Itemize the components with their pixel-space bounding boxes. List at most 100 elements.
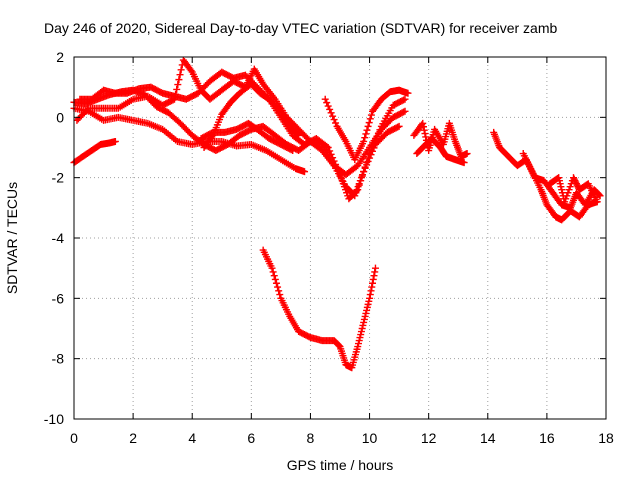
- data-point: [315, 137, 317, 140]
- data-point: [416, 152, 418, 155]
- data-point: [466, 152, 468, 155]
- data-point: [235, 145, 238, 147]
- data-point: [324, 98, 326, 100]
- data-point: [156, 106, 158, 108]
- data-point: [380, 125, 382, 127]
- data-point: [114, 140, 116, 143]
- data-point: [250, 83, 252, 85]
- data-point: [422, 122, 424, 124]
- data-point: [363, 321, 365, 324]
- data-point: [572, 177, 575, 179]
- data-point: [162, 92, 164, 94]
- data-point: [91, 149, 93, 152]
- data-point: [546, 204, 548, 206]
- data-point: [327, 146, 329, 149]
- data-point: [292, 134, 294, 137]
- data-point: [345, 174, 347, 176]
- data-point: [298, 149, 300, 152]
- data-point: [289, 315, 291, 318]
- data-point: [209, 80, 211, 82]
- data-point: [262, 125, 264, 127]
- data-point: [407, 92, 409, 94]
- data-point: [516, 165, 518, 167]
- data-point: [244, 74, 247, 76]
- data-point: [88, 107, 90, 109]
- data-point: [114, 92, 116, 94]
- x-tick-label: 14: [480, 430, 496, 446]
- data-point: [212, 131, 214, 134]
- data-point: [230, 101, 232, 103]
- data-point: [578, 216, 581, 218]
- data-point: [578, 189, 581, 191]
- series-track-n: [259, 246, 379, 372]
- data-point: [147, 122, 149, 124]
- data-point: [445, 155, 447, 158]
- data-point: [463, 161, 465, 164]
- data-point: [191, 71, 193, 73]
- data-point: [200, 89, 202, 91]
- data-point: [321, 339, 323, 342]
- data-point: [493, 131, 495, 134]
- data-point: [454, 140, 456, 143]
- data-point: [564, 201, 566, 203]
- series-track-h: [321, 86, 412, 164]
- data-point: [499, 146, 501, 149]
- data-point: [460, 155, 462, 158]
- data-point: [404, 110, 406, 112]
- data-point: [221, 89, 223, 91]
- series-markers: [70, 86, 409, 179]
- data-point: [333, 339, 335, 342]
- data-point: [262, 249, 264, 251]
- grid: [74, 57, 606, 419]
- data-point: [173, 98, 176, 100]
- data-point: [336, 125, 338, 127]
- data-point: [392, 116, 394, 118]
- data-point: [295, 168, 297, 170]
- series-track-g: [197, 119, 297, 155]
- y-tick-label: 2: [56, 49, 64, 65]
- x-tick-label: 12: [421, 430, 437, 446]
- data-point: [176, 140, 179, 143]
- data-point: [292, 149, 294, 152]
- data-point: [298, 134, 300, 137]
- data-point: [374, 267, 377, 269]
- data-point: [363, 140, 365, 143]
- y-tick-label: 0: [56, 109, 64, 125]
- data-point: [442, 143, 445, 146]
- y-tick-label: -10: [44, 411, 64, 427]
- data-point: [431, 137, 433, 140]
- data-point: [543, 180, 545, 182]
- data-point: [185, 98, 187, 100]
- x-tick-label: 6: [247, 430, 255, 446]
- data-point: [448, 122, 450, 124]
- data-point: [209, 98, 211, 100]
- data-point: [549, 183, 551, 185]
- data-point: [126, 92, 128, 94]
- series-track-l: [519, 150, 601, 224]
- y-tick-label: -4: [52, 230, 65, 246]
- data-point: [117, 107, 119, 109]
- data-point: [357, 165, 359, 167]
- data-point: [221, 140, 223, 143]
- data-point: [454, 158, 456, 161]
- series-markers: [259, 246, 379, 372]
- data-point: [182, 59, 184, 61]
- data-point: [309, 336, 312, 339]
- data-point: [380, 98, 382, 100]
- series-line: [492, 132, 601, 209]
- data-point: [82, 155, 84, 158]
- data-point: [321, 143, 323, 146]
- data-point: [540, 189, 542, 191]
- data-point: [79, 98, 81, 100]
- data-point: [303, 171, 306, 173]
- data-point: [368, 297, 371, 299]
- data-point: [303, 143, 306, 146]
- data-point: [280, 143, 282, 146]
- data-point: [179, 122, 181, 124]
- data-point: [253, 68, 255, 70]
- data-point: [247, 122, 249, 124]
- data-point: [197, 92, 199, 94]
- data-point: [224, 131, 226, 134]
- series-markers: [70, 137, 119, 167]
- data-point: [345, 364, 347, 366]
